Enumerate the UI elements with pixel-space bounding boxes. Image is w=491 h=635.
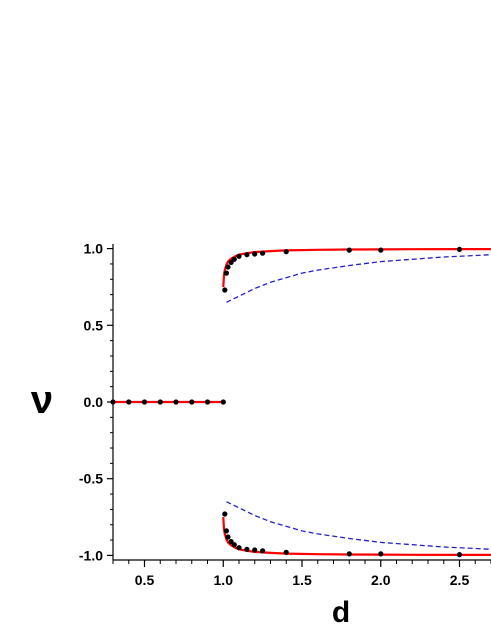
x-tick-label: 0.5 bbox=[135, 572, 155, 588]
data-point bbox=[252, 251, 258, 257]
data-point bbox=[220, 399, 226, 405]
tick-labels: 0.5 1.0 1.5 2.0 2.5 -1.0 -0.5 0.0 0.5 1.0 bbox=[79, 241, 470, 588]
data-point bbox=[231, 256, 237, 262]
y-tick-label: 0.0 bbox=[84, 394, 104, 410]
y-axis-label: ν bbox=[31, 378, 53, 422]
data-point bbox=[244, 546, 250, 552]
data-point bbox=[222, 511, 228, 517]
data-point bbox=[141, 399, 148, 405]
data-point bbox=[204, 399, 211, 405]
data-point bbox=[157, 399, 163, 405]
y-tick-label: -0.5 bbox=[79, 471, 103, 487]
x-tick-label: 1.0 bbox=[214, 572, 234, 588]
data-point bbox=[236, 545, 242, 551]
x-tick-label: 2.0 bbox=[371, 572, 391, 588]
y-tick-label: 1.0 bbox=[84, 241, 104, 257]
data-point bbox=[252, 547, 258, 553]
data-point bbox=[260, 250, 266, 256]
data-point bbox=[228, 259, 234, 265]
plot-points bbox=[110, 246, 463, 558]
plot-lines bbox=[113, 248, 491, 556]
data-point bbox=[283, 549, 289, 555]
data-point bbox=[346, 247, 352, 253]
data-point bbox=[456, 552, 463, 558]
data-point bbox=[228, 539, 234, 545]
data-point bbox=[456, 246, 463, 252]
data-point bbox=[223, 528, 229, 534]
data-point bbox=[225, 534, 231, 540]
x-tick-label: 2.5 bbox=[450, 572, 470, 588]
data-point bbox=[260, 548, 266, 554]
data-point bbox=[244, 252, 250, 258]
x-tick-label: 1.5 bbox=[292, 572, 312, 588]
data-point bbox=[231, 542, 237, 548]
data-point bbox=[126, 399, 132, 405]
dashed-series-line bbox=[226, 254, 491, 303]
data-point bbox=[236, 253, 242, 259]
data-point bbox=[222, 287, 228, 293]
data-point bbox=[283, 249, 289, 255]
x-axis-label: d bbox=[332, 596, 350, 629]
data-point bbox=[173, 399, 179, 405]
data-point bbox=[223, 270, 229, 276]
y-tick-label: 0.5 bbox=[84, 317, 104, 333]
data-point bbox=[225, 264, 231, 270]
data-point bbox=[189, 399, 195, 405]
data-point bbox=[378, 551, 384, 557]
data-point bbox=[378, 247, 384, 253]
data-point bbox=[346, 551, 352, 557]
y-tick-label: -1.0 bbox=[79, 547, 103, 563]
dashed-series-line bbox=[226, 501, 491, 550]
axes bbox=[107, 244, 491, 567]
